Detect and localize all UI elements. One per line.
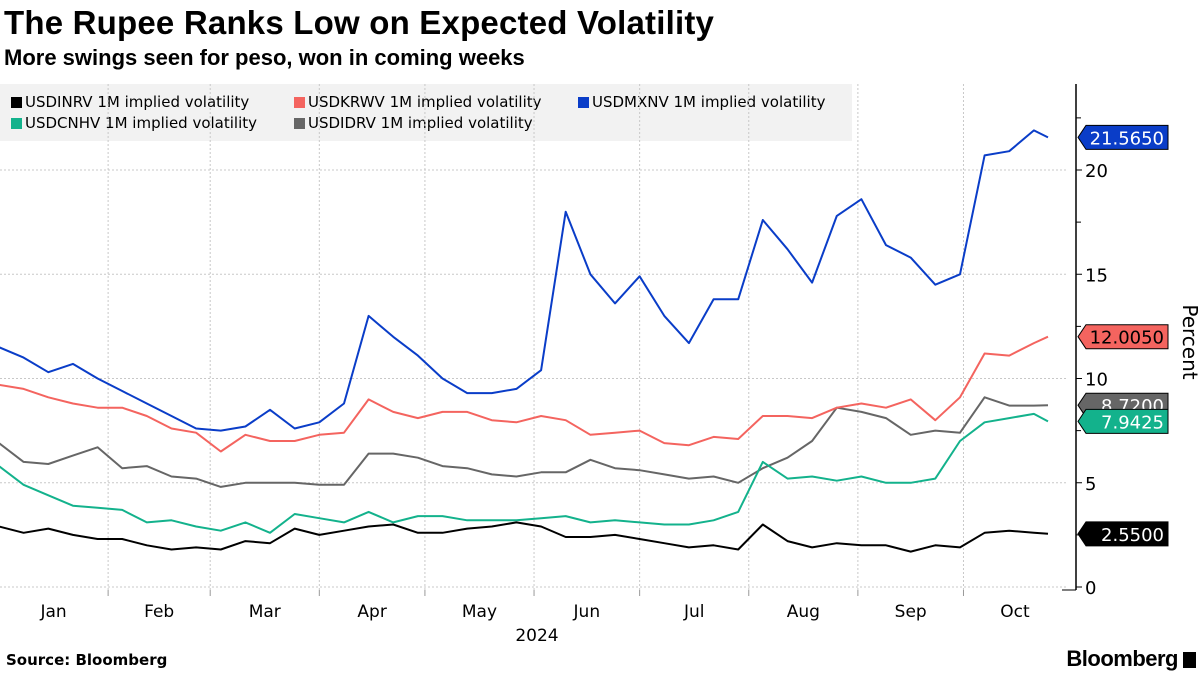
- legend-item-usdinrv: USDINRV 1M implied volatility: [11, 93, 249, 111]
- legend-swatch: [294, 117, 305, 129]
- last-value-tag: [1077, 521, 1169, 547]
- legend-swatch: [11, 117, 22, 129]
- legend-swatch: [578, 96, 589, 108]
- legend-item-usdcnhv: USDCNHV 1M implied volatility: [11, 114, 257, 132]
- legend-swatch: [11, 96, 22, 108]
- series-line-usdkrwv: [0, 335, 1049, 453]
- last-value-label: 12.0050: [1090, 328, 1164, 349]
- y-tick-label: 15: [1085, 265, 1108, 286]
- x-year-label: 2024: [515, 626, 558, 646]
- legend-item-usdidrv: USDIDRV 1M implied volatility: [294, 114, 533, 132]
- y-tick-label: 5: [1085, 474, 1096, 495]
- last-value-tag: [1077, 324, 1169, 350]
- bloomberg-logo: Bloomberg: [1066, 646, 1178, 671]
- x-tick-label: May: [462, 602, 497, 622]
- legend-item-usdmxnv: USDMXNV 1M implied volatility: [578, 93, 825, 111]
- y-tick-label: 0: [1085, 578, 1096, 599]
- bloomberg-logo-mark-icon: [1183, 652, 1196, 668]
- x-tick-label: Oct: [1000, 602, 1030, 622]
- last-value-label: 2.5500: [1101, 525, 1164, 546]
- legend-label: USDMXNV 1M implied volatility: [592, 93, 826, 111]
- legend-label: USDIDRV 1M implied volatility: [308, 114, 533, 132]
- last-value-label: 7.9425: [1101, 412, 1164, 433]
- series-line-usdcnhv: [0, 412, 1049, 534]
- legend-swatch: [294, 96, 305, 108]
- x-tick-label: Jan: [39, 602, 66, 622]
- last-value-tag: [1077, 124, 1169, 150]
- x-tick-label: Jul: [683, 602, 705, 622]
- x-tick-label: Feb: [144, 602, 174, 622]
- series-line-usdidrv: [0, 396, 1049, 488]
- y-tick-label: 20: [1085, 161, 1108, 182]
- last-value-tag: [1077, 408, 1169, 434]
- chart-subtitle: More swings seen for peso, won in coming…: [4, 45, 525, 70]
- x-tick-label: Jun: [573, 602, 601, 622]
- legend: USDINRV 1M implied volatility USDKRWV 1M…: [0, 84, 852, 141]
- legend-label: USDINRV 1M implied volatility: [25, 93, 250, 111]
- chart-title: The Rupee Ranks Low on Expected Volatili…: [4, 4, 715, 41]
- x-tick-label: Aug: [787, 602, 820, 622]
- x-tick-label: Sep: [895, 602, 927, 622]
- last-value-label: 21.5650: [1090, 128, 1164, 149]
- legend-label: USDCNHV 1M implied volatility: [25, 114, 258, 132]
- y-tick-label: 10: [1085, 370, 1108, 391]
- x-tick-label: Mar: [249, 602, 281, 622]
- source-note: Source: Bloomberg: [6, 651, 168, 669]
- series-line-usdinrv: [0, 521, 1049, 553]
- x-tick-label: Apr: [357, 602, 386, 622]
- y-axis-label: Percent: [1178, 304, 1200, 380]
- series-line-usdmxnv: [0, 129, 1049, 432]
